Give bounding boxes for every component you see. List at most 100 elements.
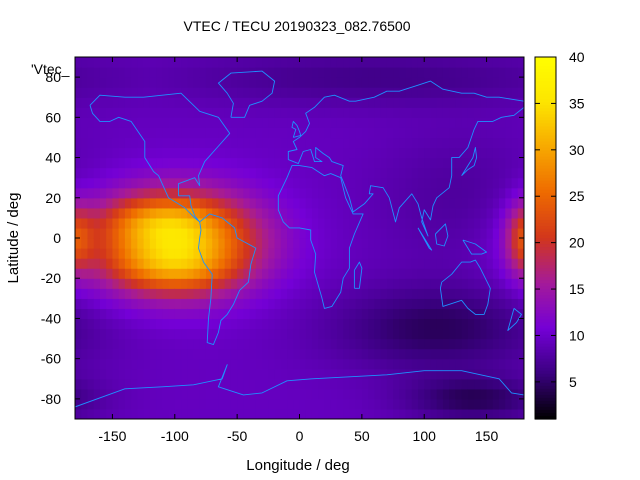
heatmap-cell	[124, 117, 132, 128]
heatmap-cell	[324, 157, 332, 169]
heatmap-cell	[118, 97, 126, 108]
heatmap-cell	[193, 248, 201, 259]
heatmap-cell	[143, 318, 151, 330]
heatmap-cell	[237, 368, 244, 380]
heatmap-cell	[330, 147, 338, 159]
heatmap-cell	[336, 227, 344, 239]
heatmap-cell	[405, 298, 413, 309]
heatmap-cell	[243, 298, 251, 309]
heatmap-cell	[193, 157, 201, 169]
heatmap-cell	[449, 278, 457, 289]
heatmap-cell	[455, 197, 463, 209]
heatmap-cell	[93, 177, 101, 189]
heatmap-cell	[386, 227, 394, 239]
heatmap-cell	[399, 137, 407, 149]
heatmap-cell	[405, 408, 413, 419]
heatmap-cell	[243, 408, 251, 419]
heatmap-cell	[93, 167, 101, 179]
heatmap-cell	[174, 137, 182, 149]
heatmap-cell	[137, 328, 145, 340]
heatmap-cell	[168, 107, 176, 118]
heatmap-cell	[106, 97, 114, 108]
heatmap-cell	[112, 127, 120, 139]
heatmap-cell	[137, 338, 145, 350]
heatmap-cell	[393, 318, 400, 330]
heatmap-cell	[106, 187, 114, 199]
heatmap-cell	[349, 57, 357, 68]
heatmap-cell	[336, 87, 344, 98]
heatmap-cell	[411, 398, 419, 410]
heatmap-cell	[492, 157, 500, 169]
heatmap-cell	[218, 338, 226, 350]
heatmap-cell	[324, 147, 332, 159]
heatmap-cell	[417, 398, 425, 410]
heatmap-cell	[87, 77, 95, 88]
heatmap-cell	[311, 268, 319, 279]
heatmap-cell	[212, 187, 220, 199]
heatmap-cell	[405, 338, 413, 350]
colorbar-band	[535, 132, 556, 137]
heatmap-cell	[181, 137, 188, 149]
heatmap-cell	[255, 298, 263, 309]
heatmap-cell	[324, 368, 332, 380]
colorbar-band	[535, 364, 556, 369]
heatmap-cell	[343, 97, 350, 108]
heatmap-cell	[124, 177, 132, 189]
heatmap-cell	[442, 278, 450, 289]
heatmap-cell	[505, 368, 513, 380]
heatmap-cell	[324, 77, 332, 88]
heatmap-cell	[480, 87, 488, 98]
heatmap-cell	[255, 127, 263, 139]
heatmap-cell	[355, 137, 363, 149]
heatmap-cell	[311, 318, 319, 330]
heatmap-cell	[417, 278, 425, 289]
heatmap-cell	[224, 278, 232, 289]
y-tick-label: 0	[53, 230, 61, 246]
heatmap-cell	[112, 137, 120, 149]
heatmap-cell	[274, 227, 282, 239]
heatmap-cell	[124, 298, 132, 309]
heatmap-cell	[318, 278, 326, 289]
heatmap-cell	[405, 167, 413, 179]
heatmap-cell	[467, 57, 475, 68]
heatmap-cell	[442, 348, 450, 360]
heatmap-cell	[174, 167, 182, 179]
heatmap-cell	[474, 408, 481, 419]
heatmap-cell	[87, 217, 95, 229]
heatmap-cell	[517, 227, 524, 239]
heatmap-cell	[405, 368, 413, 380]
heatmap-cell	[224, 127, 232, 139]
heatmap-cell	[368, 298, 375, 309]
heatmap-cell	[249, 308, 257, 320]
heatmap-cell	[274, 298, 282, 309]
y-tick-label: -40	[41, 310, 61, 326]
colorbar-band	[535, 198, 556, 203]
heatmap-cell	[112, 77, 120, 88]
heatmap-cell	[174, 117, 182, 128]
colorbar-tick-label: 30	[569, 142, 585, 158]
heatmap-cell	[187, 127, 195, 139]
heatmap-cell	[318, 238, 326, 249]
heatmap-cell	[511, 197, 519, 209]
colorbar-band	[535, 340, 556, 345]
heatmap-cell	[293, 298, 301, 309]
heatmap-cell	[249, 288, 257, 299]
heatmap-cell	[480, 107, 488, 118]
heatmap-cell	[299, 77, 307, 88]
heatmap-cell	[280, 227, 288, 239]
heatmap-cell	[174, 268, 182, 279]
heatmap-cell	[149, 117, 157, 128]
heatmap-cell	[143, 308, 151, 320]
heatmap-cell	[505, 298, 513, 309]
heatmap-cell	[218, 288, 226, 299]
heatmap-cell	[474, 358, 481, 370]
heatmap-cell	[131, 57, 138, 68]
heatmap-cell	[262, 298, 269, 309]
heatmap-cell	[355, 308, 363, 320]
heatmap-cell	[442, 87, 450, 98]
heatmap-cell	[174, 398, 182, 410]
heatmap-cell	[343, 328, 350, 340]
heatmap-cell	[230, 147, 238, 159]
heatmap-cell	[517, 117, 524, 128]
heatmap-cell	[81, 238, 89, 249]
